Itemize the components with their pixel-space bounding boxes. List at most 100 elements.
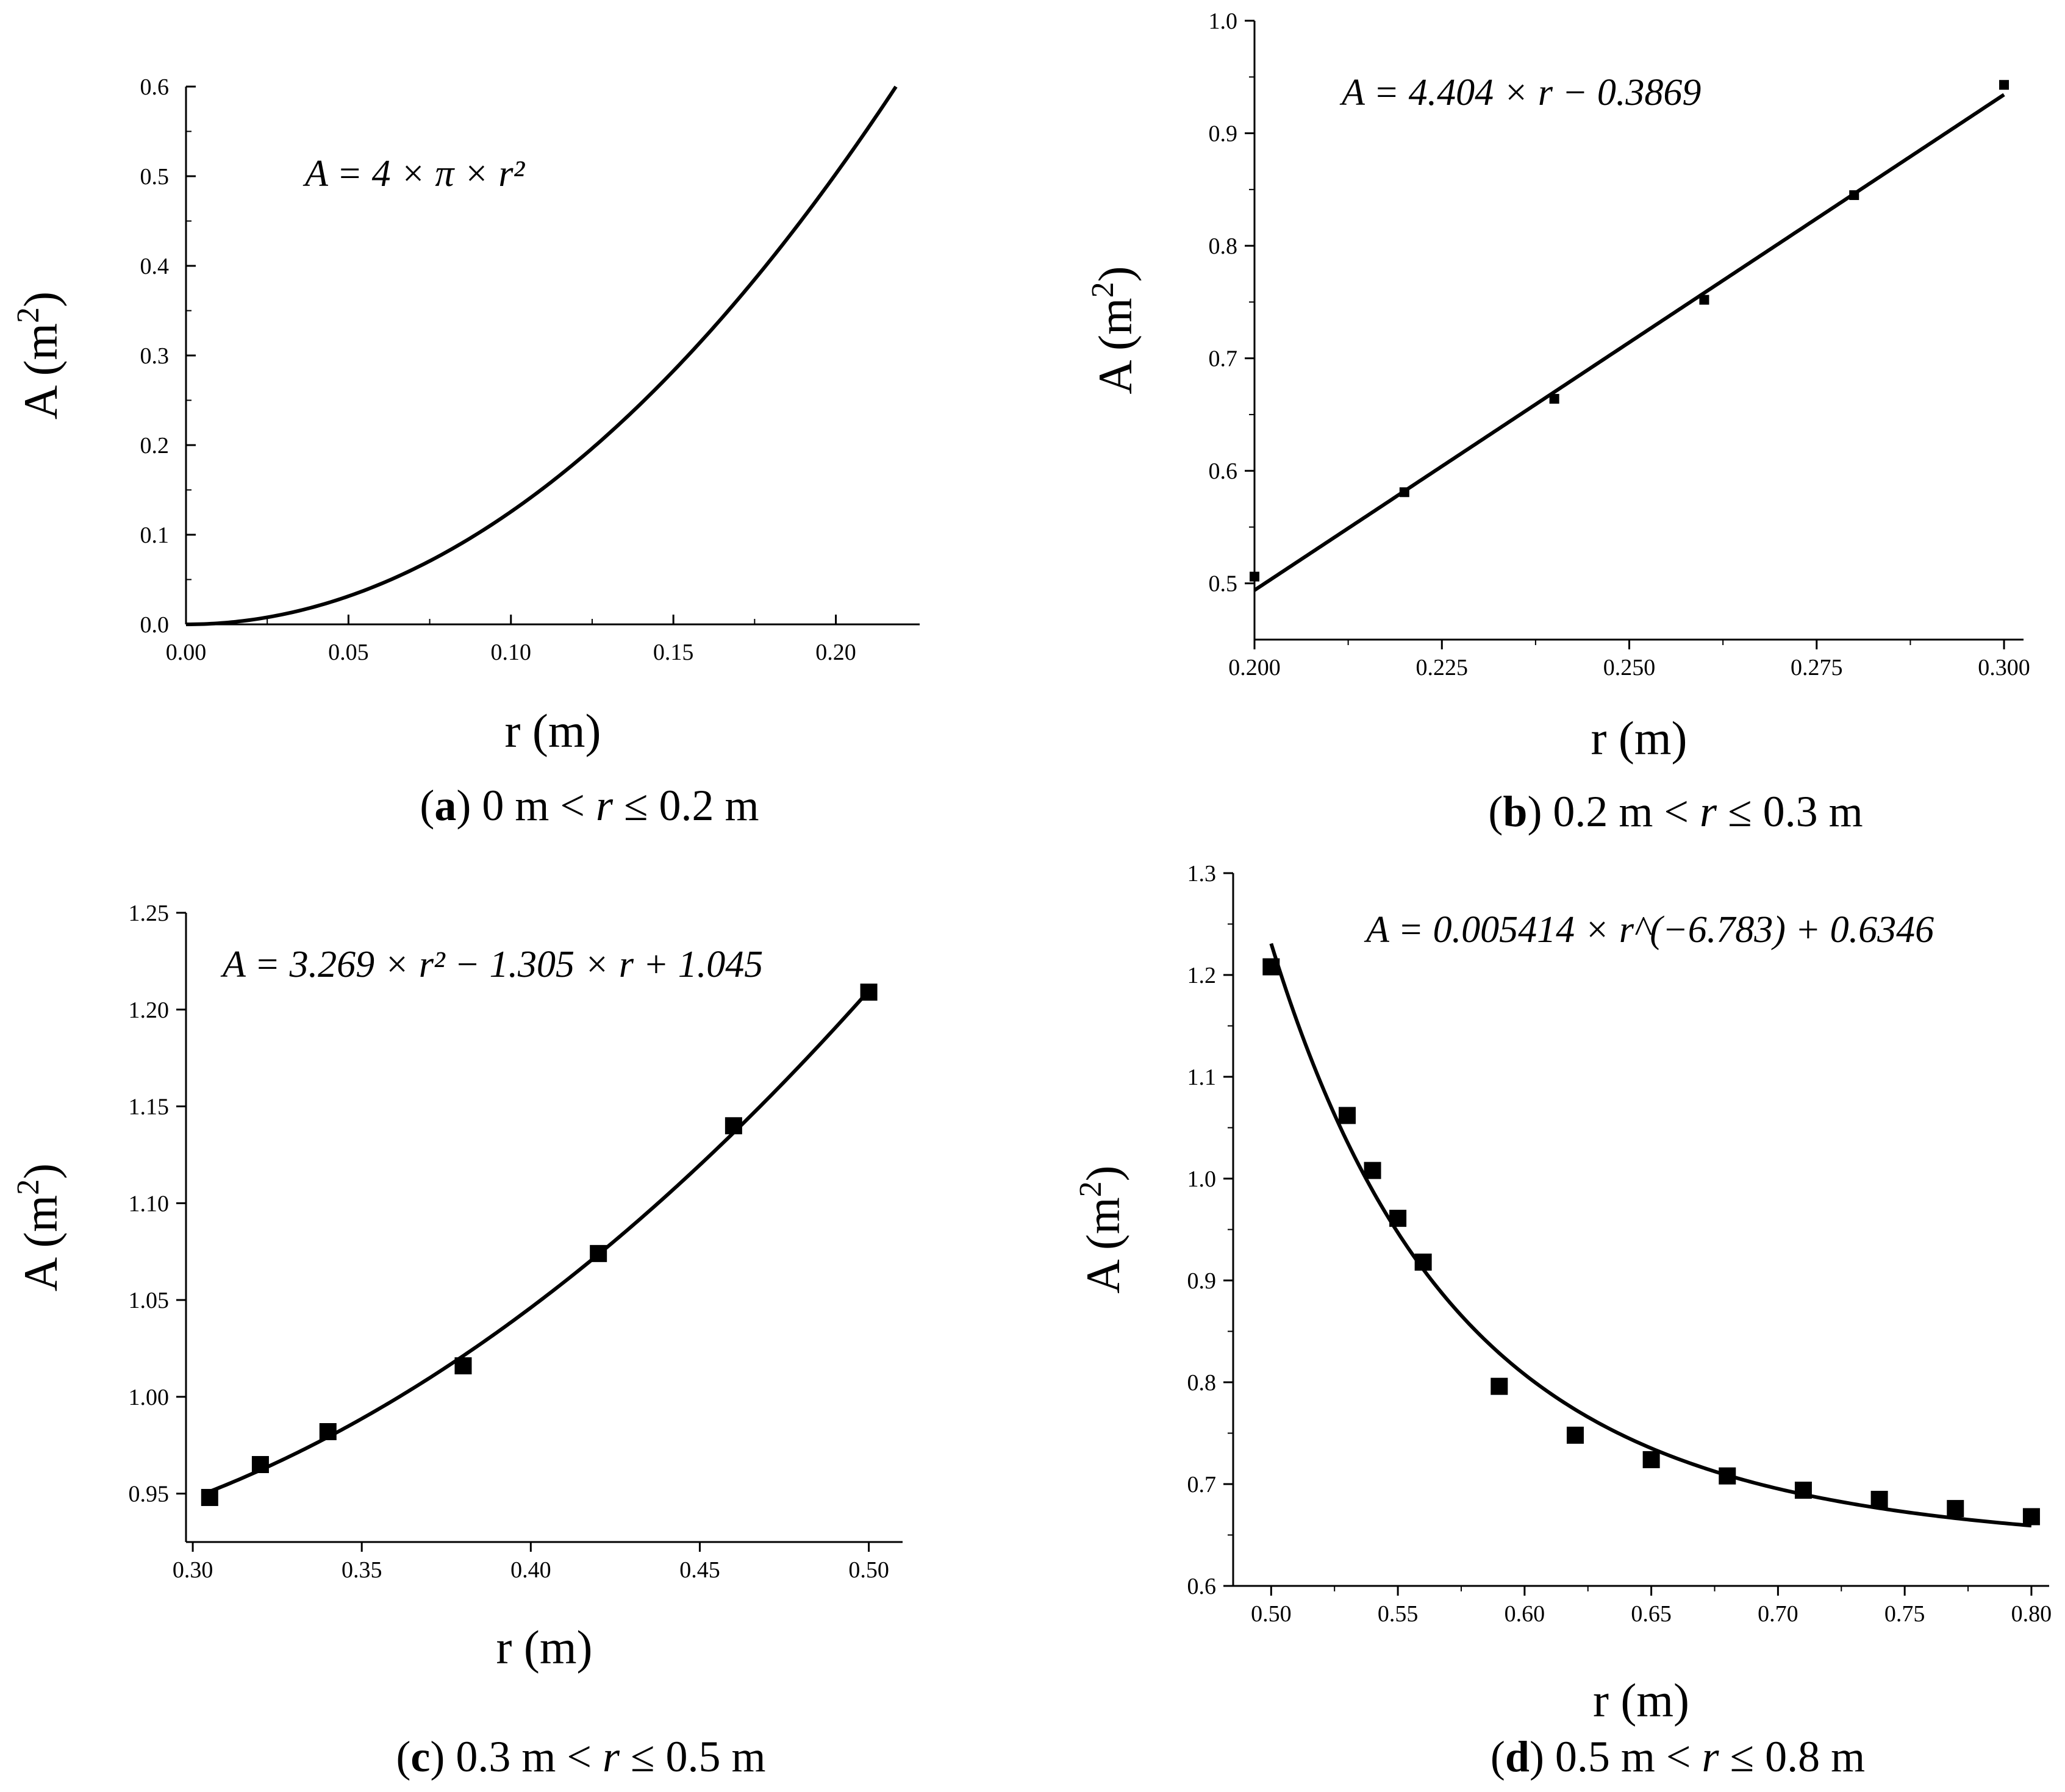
x-tick-label: 0.55 bbox=[1378, 1601, 1419, 1627]
data-point-marker bbox=[860, 983, 878, 1001]
x-tick-label: 0.05 bbox=[328, 640, 369, 665]
panel-c: 0.30 0.35 0.40 0.45 0.50 0.95 1.00 1.05 1.10 1.15… bbox=[11, 901, 903, 1781]
y-tick-label: 0.6 bbox=[1209, 459, 1238, 484]
x-tick-label: 0.35 bbox=[342, 1557, 382, 1583]
data-point-marker bbox=[1262, 958, 1280, 976]
y-tick-label: 1.10 bbox=[129, 1191, 170, 1216]
data-point-marker bbox=[590, 1244, 607, 1262]
x-tick-label: 0.275 bbox=[1791, 655, 1843, 680]
data-point-marker bbox=[201, 1488, 218, 1506]
x-tick-label: 0.225 bbox=[1416, 655, 1469, 680]
data-point-marker bbox=[1642, 1451, 1660, 1468]
data-point-marker bbox=[1491, 1377, 1508, 1395]
data-point-marker bbox=[1794, 1482, 1812, 1499]
fit-curve-line bbox=[1253, 93, 2005, 592]
y-tick-label: 0.95 bbox=[129, 1482, 170, 1507]
x-tick-label: 0.40 bbox=[510, 1557, 551, 1583]
x-tick-label: 0.70 bbox=[1758, 1601, 1798, 1627]
panel-caption: (b) 0.2 m < r ≤ 0.3 m bbox=[1488, 787, 1863, 836]
y-tick-label: 1.2 bbox=[1187, 963, 1217, 988]
data-point-marker bbox=[1849, 190, 1859, 201]
x-tick-label: 0.50 bbox=[1251, 1601, 1292, 1627]
x-axis-title: r (m) bbox=[496, 1621, 592, 1674]
panel-a: 0.00 0.05 0.10 0.15 0.20 0.0 0.1 0.2 0.3 0.4 0.5 0.… bbox=[11, 74, 920, 830]
x-tick-label: 0.250 bbox=[1603, 655, 1656, 680]
y-tick-label: 0.2 bbox=[140, 433, 170, 459]
y-tick-label: 0.3 bbox=[140, 343, 170, 369]
y-tick-label: 1.20 bbox=[129, 998, 170, 1023]
y-tick-label: 0.7 bbox=[1209, 346, 1238, 372]
x-tick-label: 0.15 bbox=[653, 640, 694, 665]
data-point-marker bbox=[1947, 1500, 1964, 1518]
x-tick-label: 0.300 bbox=[1978, 655, 2030, 680]
y-tick-label: 1.00 bbox=[129, 1385, 170, 1410]
y-tick-label: 0.5 bbox=[140, 164, 170, 190]
data-point-marker bbox=[1719, 1467, 1736, 1485]
x-tick-label: 0.10 bbox=[491, 640, 532, 665]
panel-caption: (a) 0 m < r ≤ 0.2 m bbox=[420, 781, 759, 830]
data-point-marker bbox=[1338, 1107, 1356, 1124]
panel-d: 0.50 0.55 0.60 0.65 0.70 0.75 0.80 0.6 0.7 0.8 0.9… bbox=[1073, 861, 2052, 1781]
data-point-marker bbox=[251, 1455, 269, 1473]
y-tick-label: 1.0 bbox=[1209, 9, 1238, 34]
y-tick-label: 0.8 bbox=[1209, 234, 1238, 259]
y-tick-label: 0.5 bbox=[1209, 571, 1238, 597]
x-tick-label: 0.30 bbox=[173, 1557, 213, 1583]
panel-b: 0.200 0.225 0.250 0.275 0.300 0.5 0.6 0.7 0.8 0.9… bbox=[1086, 9, 2030, 836]
y-tick-label: 0.9 bbox=[1209, 121, 1238, 147]
data-point-marker bbox=[1414, 1253, 1432, 1271]
x-axis-title: r (m) bbox=[1593, 1674, 1689, 1727]
data-point-marker bbox=[1699, 295, 1709, 305]
data-point-marker bbox=[1549, 394, 1559, 404]
x-tick-label: 0.200 bbox=[1228, 655, 1281, 680]
fit-curve-line bbox=[209, 989, 870, 1493]
data-point-marker bbox=[1250, 571, 1259, 582]
y-tick-label: 1.0 bbox=[1187, 1166, 1217, 1192]
x-tick-label: 0.60 bbox=[1505, 1601, 1545, 1627]
panel-caption: (d) 0.5 m < r ≤ 0.8 m bbox=[1491, 1732, 1865, 1781]
data-point-marker bbox=[1364, 1162, 1381, 1179]
data-point-marker bbox=[1999, 80, 2010, 90]
x-axis-title: r (m) bbox=[504, 704, 601, 757]
fit-curve-line bbox=[185, 85, 898, 626]
y-tick-label: 1.1 bbox=[1187, 1065, 1217, 1090]
y-tick-label: 0.6 bbox=[140, 74, 170, 100]
equation-label: A = 4.404 × r − 0.3869 bbox=[1339, 72, 1701, 113]
x-tick-label: 0.45 bbox=[679, 1557, 720, 1583]
data-point-marker bbox=[319, 1423, 337, 1441]
x-tick-label: 0.50 bbox=[848, 1557, 889, 1583]
y-axis-title: A (m2) bbox=[1073, 1165, 1129, 1293]
x-tick-label: 0.75 bbox=[1884, 1601, 1925, 1627]
y-tick-label: 0.7 bbox=[1187, 1472, 1217, 1497]
y-tick-label: 0.4 bbox=[140, 254, 170, 279]
x-tick-label: 0.65 bbox=[1631, 1601, 1672, 1627]
y-tick-label: 1.15 bbox=[129, 1094, 170, 1120]
y-axis-title: A (m2) bbox=[11, 291, 67, 419]
data-point-marker bbox=[454, 1357, 472, 1375]
y-tick-label: 1.05 bbox=[129, 1288, 170, 1313]
x-tick-label: 0.20 bbox=[815, 640, 856, 665]
y-axis-title: A (m2) bbox=[1086, 266, 1142, 394]
y-tick-label: 0.9 bbox=[1187, 1268, 1217, 1294]
x-axis-title: r (m) bbox=[1591, 712, 1687, 765]
y-tick-label: 1.25 bbox=[129, 901, 170, 926]
y-tick-label: 0.0 bbox=[140, 612, 170, 638]
data-point-marker bbox=[1399, 487, 1409, 498]
x-tick-label: 0.80 bbox=[2011, 1601, 2052, 1627]
y-axis-title: A (m2) bbox=[11, 1163, 67, 1291]
fit-curve-line bbox=[1269, 943, 2032, 1528]
y-tick-label: 0.1 bbox=[140, 523, 170, 548]
y-tick-label: 0.6 bbox=[1187, 1574, 1217, 1599]
data-point-marker bbox=[1389, 1210, 1407, 1227]
equation-label: A = 0.005414 × r^(−6.783) + 0.6346 bbox=[1364, 909, 1934, 951]
data-point-marker bbox=[1870, 1491, 1888, 1508]
panel-caption: (c) 0.3 m < r ≤ 0.5 m bbox=[396, 1732, 765, 1781]
data-point-marker bbox=[725, 1117, 742, 1135]
data-point-marker bbox=[1566, 1426, 1584, 1444]
x-tick-label: 0.00 bbox=[166, 640, 207, 665]
y-tick-label: 1.3 bbox=[1187, 861, 1217, 887]
y-tick-label: 0.8 bbox=[1187, 1370, 1217, 1396]
data-point-marker bbox=[2022, 1508, 2040, 1526]
